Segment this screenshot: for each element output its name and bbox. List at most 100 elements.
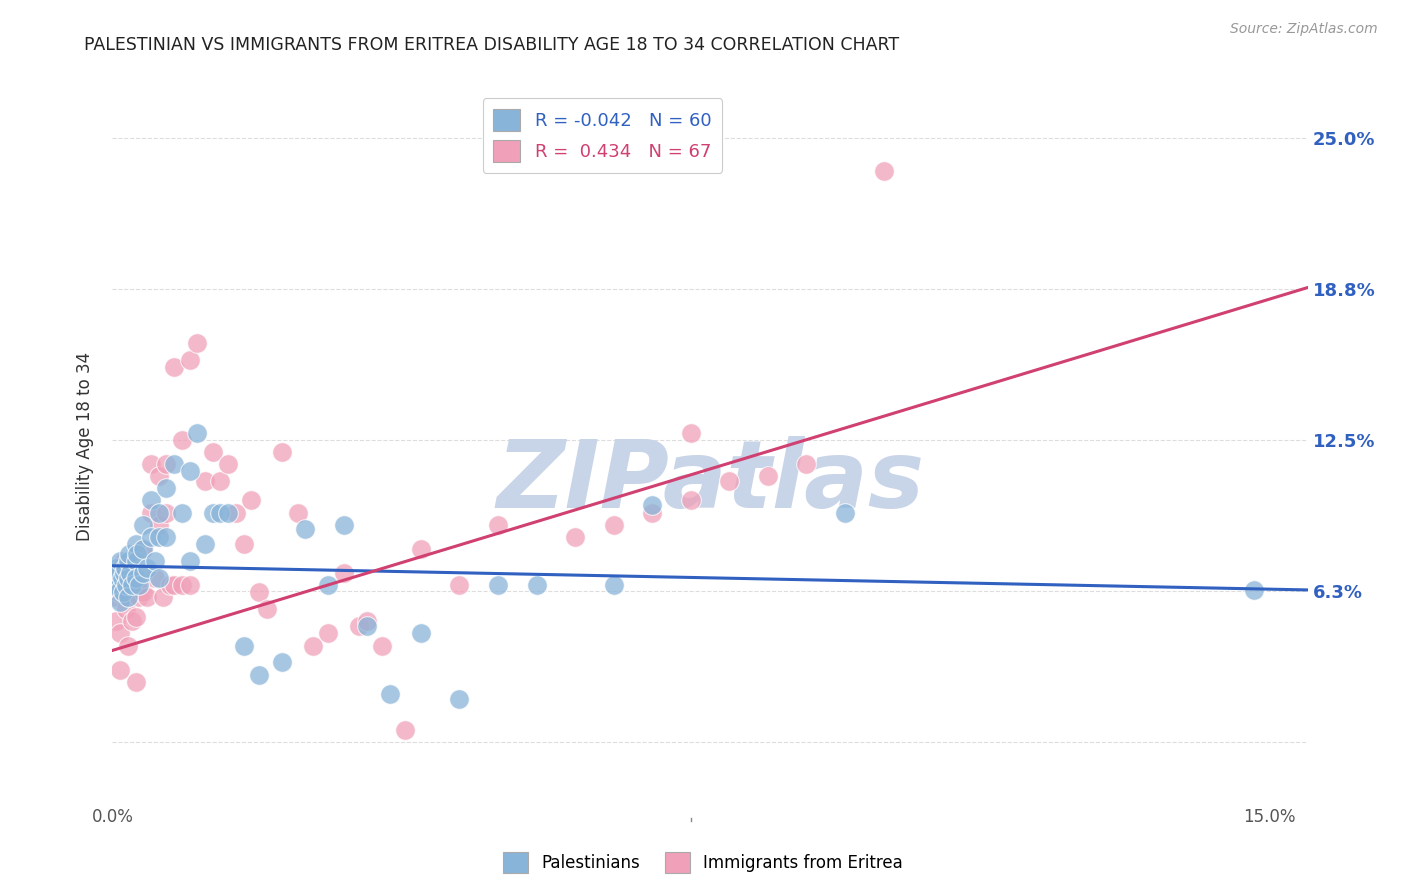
Point [121,578,143,592]
Text: PALESTINIAN VS IMMIGRANTS FROM ERITREA DISABILITY AGE 18 TO 34 CORRELATION CHART: PALESTINIAN VS IMMIGRANTS FROM ERITREA D… [84,36,900,54]
Point [121,615,143,629]
Point [132,517,155,532]
Point [139,457,162,471]
Point [124,609,146,624]
Point [526,578,548,592]
Point [333,566,356,580]
Point [128,590,150,604]
Point [602,517,624,532]
Point [120,566,142,580]
Point [111,571,134,585]
Point [186,425,208,440]
Point [409,626,432,640]
Point [108,578,131,592]
Point [194,474,217,488]
Point [148,530,170,544]
Point [136,561,159,575]
Point [271,445,294,459]
Point [124,674,146,689]
Point [148,571,170,585]
Point [148,517,170,532]
Point [271,656,294,670]
Point [356,615,378,629]
Point [217,457,239,471]
Point [115,578,138,592]
Point [159,578,181,592]
Point [247,585,270,599]
Point [564,530,586,544]
Point [170,433,193,447]
Point [114,561,136,575]
Point [148,469,170,483]
Point [641,498,664,512]
Point [679,493,702,508]
Point [118,547,141,561]
Point [115,602,138,616]
Point [378,687,401,701]
Legend: R = -0.042   N = 60, R =  0.434   N = 67: R = -0.042 N = 60, R = 0.434 N = 67 [482,98,723,173]
Point [132,541,155,556]
Point [318,578,340,592]
Point [232,639,254,653]
Point [124,537,146,551]
Point [155,506,177,520]
Point [107,566,129,580]
Point [105,578,128,592]
Point [287,506,309,520]
Point [486,578,509,592]
Point [103,571,125,585]
Point [209,506,232,520]
Point [104,571,127,585]
Point [108,663,131,677]
Point [128,578,150,592]
Point [117,571,139,585]
Point [486,517,509,532]
Point [152,590,174,604]
Point [108,595,131,609]
Point [136,590,159,604]
Point [117,590,139,604]
Point [194,537,217,551]
Point [179,578,201,592]
Point [139,493,162,508]
Point [225,506,247,520]
Point [217,506,239,520]
Point [127,547,149,561]
Point [294,523,316,537]
Point [170,506,193,520]
Point [394,723,416,738]
Point [155,530,177,544]
Point [155,457,177,471]
Point [139,506,162,520]
Point [186,336,208,351]
Point [111,585,134,599]
Point [247,667,270,681]
Point [104,590,127,604]
Point [333,517,356,532]
Point [124,554,146,568]
Point [112,566,135,580]
Point [117,639,139,653]
Y-axis label: Disability Age 18 to 34: Disability Age 18 to 34 [76,351,94,541]
Point [107,585,129,599]
Point [756,469,779,483]
Point [112,554,135,568]
Point [124,571,146,585]
Point [108,554,131,568]
Point [347,619,370,633]
Point [602,578,624,592]
Point [302,639,325,653]
Point [834,506,856,520]
Point [139,530,162,544]
Point [641,506,664,520]
Point [796,457,818,471]
Point [371,639,394,653]
Point [117,554,139,568]
Point [209,474,232,488]
Point [179,353,201,368]
Point [105,561,128,575]
Point [155,481,177,495]
Point [108,582,131,597]
Point [449,691,471,706]
Point [111,585,134,599]
